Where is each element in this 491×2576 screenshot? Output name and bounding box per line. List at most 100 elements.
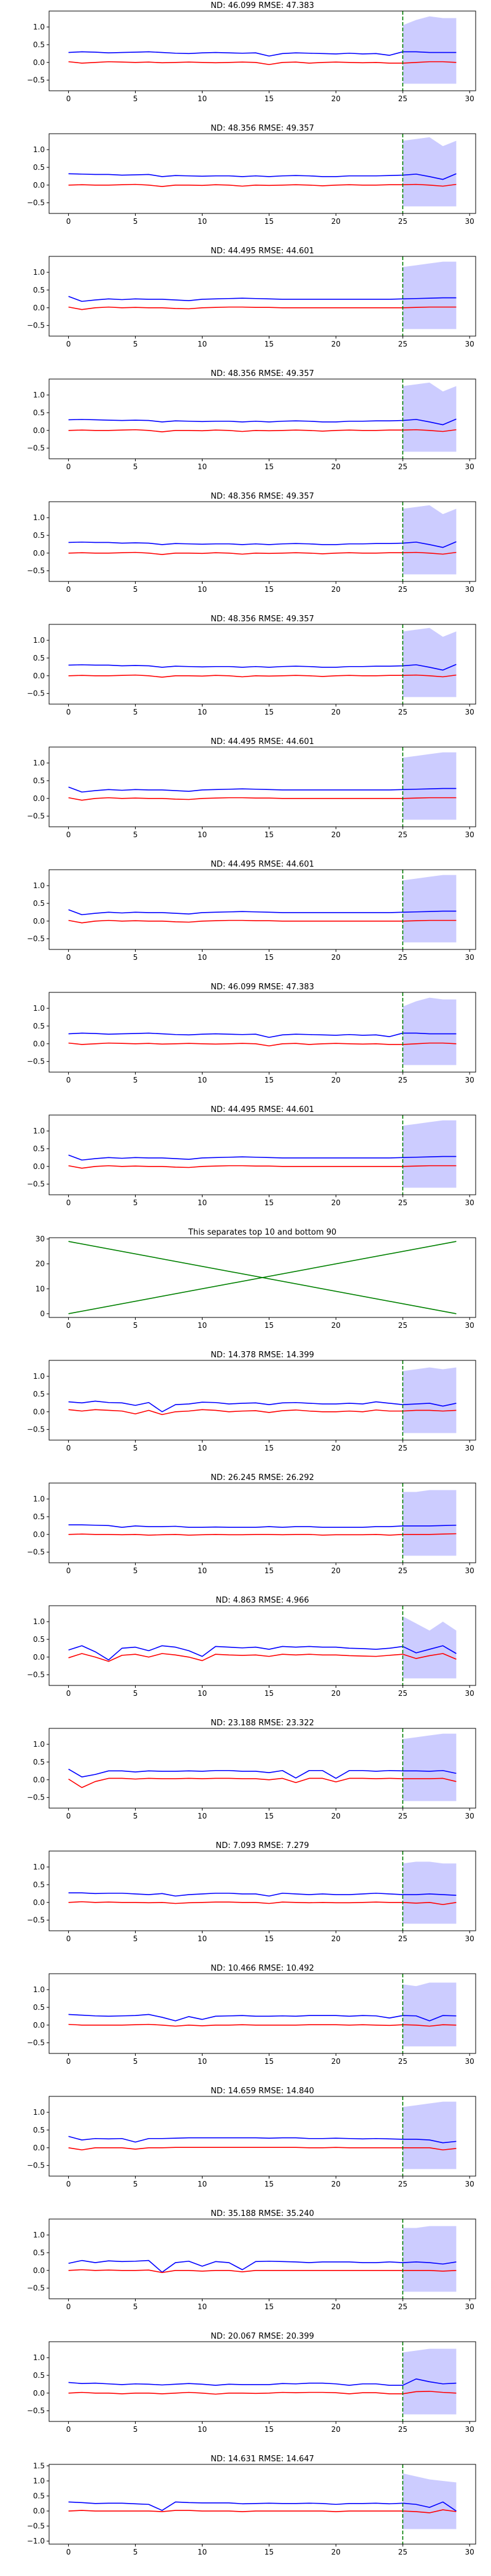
- y-tick-label: 0.5: [33, 2492, 45, 2501]
- series-line-1: [68, 2147, 457, 2151]
- x-tick-label: 20: [331, 2548, 341, 2556]
- series-line-0: [68, 1892, 457, 1897]
- forecast-band: [403, 2473, 457, 2529]
- x-tick-label: 10: [198, 1198, 207, 1207]
- axes-frame: [48, 624, 476, 705]
- axes-frame: [48, 746, 476, 827]
- y-tick-label: −0.5: [27, 1916, 45, 1925]
- axes-frame: [48, 992, 476, 1073]
- forecast-band: [403, 382, 457, 452]
- y-tick-label: 0.5: [33, 1390, 45, 1398]
- chart-title: ND: 20.067 RMSE: 20.399: [211, 2332, 314, 2341]
- series-line-0: [68, 1524, 457, 1528]
- y-tick-label: 0.5: [33, 408, 45, 417]
- x-tick-label: 25: [398, 708, 408, 716]
- y-tick-label: 10: [36, 1284, 45, 1293]
- x-tick-label: 15: [265, 708, 274, 716]
- x-tick-label: 30: [465, 2425, 474, 2434]
- x-tick-label: 15: [265, 2057, 274, 2066]
- x-tick-label: 5: [133, 585, 138, 594]
- chart-title: This separates top 10 and bottom 90: [188, 1228, 336, 1237]
- x-tick-label: 10: [198, 462, 207, 471]
- x-tick-label: 5: [133, 462, 138, 471]
- series-line-1: [68, 429, 457, 432]
- x-tick-label: 25: [398, 1566, 408, 1575]
- y-tick-label: 0: [40, 1309, 45, 1318]
- x-tick-label: 10: [198, 2057, 207, 2066]
- y-tick-label: 0.0: [33, 794, 45, 803]
- x-tick-label: 10: [198, 2548, 207, 2556]
- y-tick-label: 0.5: [33, 40, 45, 49]
- forecast-band: [403, 137, 457, 207]
- y-tick-label: 1.0: [33, 2477, 45, 2485]
- x-tick-label: 15: [265, 2302, 274, 2311]
- y-tick-label: 0.5: [33, 1880, 45, 1889]
- x-tick-label: 15: [265, 462, 274, 471]
- series-line-1: [68, 1409, 457, 1416]
- x-tick-label: 10: [198, 1321, 207, 1330]
- x-tick-label: 0: [66, 830, 71, 839]
- y-tick-label: −0.5: [27, 2039, 45, 2047]
- chart-panel-3: ND: 48.356 RMSE: 49.357 −0.5 0.0 0.5 1.0 0 5 10…: [27, 369, 476, 471]
- x-tick-label: 0: [66, 1566, 71, 1575]
- y-tick-label: −0.5: [27, 1671, 45, 1679]
- y-tick-label: −0.5: [27, 2161, 45, 2170]
- series-line-0: [68, 418, 457, 426]
- x-tick-label: 15: [265, 1934, 274, 1943]
- y-tick-label: 30: [36, 1235, 45, 1243]
- y-tick-label: 0.5: [33, 1022, 45, 1030]
- chart-title: ND: 10.466 RMSE: 10.492: [211, 1964, 314, 1973]
- y-tick-label: 0.0: [33, 181, 45, 190]
- y-tick-label: 1.0: [33, 1004, 45, 1013]
- x-tick-label: 0: [66, 2180, 71, 2188]
- x-tick-label: 0: [66, 1934, 71, 1943]
- y-tick-label: 0.5: [33, 2126, 45, 2134]
- series-line-0: [68, 2378, 457, 2386]
- axes-frame: [48, 1114, 476, 1195]
- y-tick-label: −0.5: [27, 321, 45, 330]
- y-tick-label: 1.0: [33, 1495, 45, 1503]
- x-tick-label: 0: [66, 585, 71, 594]
- axes-frame: [48, 2096, 476, 2177]
- chart-title: ND: 48.356 RMSE: 49.357: [211, 492, 314, 501]
- series-line-1: [68, 1901, 457, 1906]
- series-line-1: [68, 2509, 457, 2513]
- chart-panel-9: ND: 44.495 RMSE: 44.601 −0.5 0.0 0.5 1.0 0 5 10…: [27, 1105, 476, 1207]
- x-tick-label: 30: [465, 1321, 474, 1330]
- axes-frame: [48, 1237, 476, 1318]
- y-tick-label: 0.5: [33, 1635, 45, 1644]
- x-tick-label: 20: [331, 217, 341, 226]
- y-tick-label: 0.5: [33, 1144, 45, 1153]
- x-tick-label: 30: [465, 1076, 474, 1084]
- y-tick-label: −0.5: [27, 444, 45, 453]
- chart-panel-14: ND: 23.188 RMSE: 23.322 −0.5 0.0 0.5 1.0 0 5 10…: [27, 1719, 476, 1820]
- chart-title: ND: 46.099 RMSE: 47.383: [211, 983, 314, 992]
- y-tick-label: 0.0: [33, 2144, 45, 2152]
- y-tick-label: −0.5: [27, 199, 45, 207]
- series-line-1: [68, 2023, 457, 2027]
- forecast-band: [403, 1367, 457, 1433]
- x-tick-label: 20: [331, 1321, 341, 1330]
- x-tick-label: 5: [133, 2057, 138, 2066]
- y-tick-label: 0.0: [33, 304, 45, 312]
- y-tick-label: −0.5: [27, 2522, 45, 2531]
- y-tick-label: −0.5: [27, 812, 45, 821]
- chart-panel-15: ND: 7.093 RMSE: 7.279 −0.5 0.0 0.5 1.0 0 5 10 15…: [27, 1841, 476, 1943]
- y-tick-label: 0.5: [33, 286, 45, 294]
- x-tick-label: 30: [465, 585, 474, 594]
- x-tick-label: 20: [331, 830, 341, 839]
- y-tick-label: 20: [36, 1260, 45, 1268]
- x-tick-label: 15: [265, 340, 274, 348]
- x-tick-label: 15: [265, 953, 274, 962]
- x-tick-label: 15: [265, 2180, 274, 2188]
- x-tick-label: 20: [331, 2425, 341, 2434]
- series-line-0: [68, 1032, 457, 1038]
- x-tick-label: 20: [331, 1566, 341, 1575]
- x-tick-label: 5: [133, 1934, 138, 1943]
- chart-panel-5: ND: 48.356 RMSE: 49.357 −0.5 0.0 0.5 1.0 0 5 10…: [27, 615, 476, 716]
- y-tick-label: −0.5: [27, 1425, 45, 1434]
- x-tick-label: 0: [66, 1812, 71, 1820]
- x-tick-label: 25: [398, 1444, 408, 1452]
- y-tick-label: 0.5: [33, 654, 45, 662]
- chart-title: ND: 46.099 RMSE: 47.383: [211, 1, 314, 10]
